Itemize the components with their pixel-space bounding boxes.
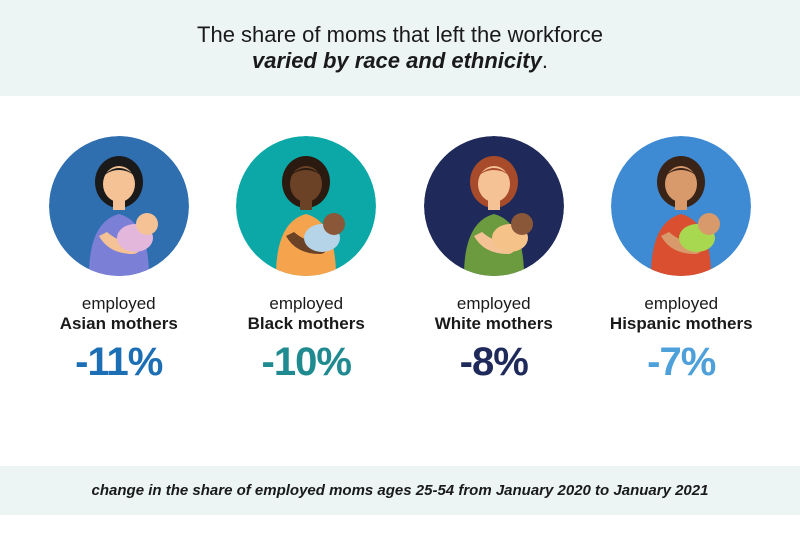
footer-band: change in the share of employed moms age…: [0, 466, 800, 515]
label-group: Asian mothers: [60, 314, 178, 334]
mother-illustration: [49, 136, 189, 276]
percent-change: -7%: [647, 340, 715, 385]
percent-change: -8%: [460, 340, 528, 385]
mother-illustration: [236, 136, 376, 276]
stat-card: employed Hispanic mothers -7%: [593, 136, 771, 385]
label-group: Black mothers: [248, 314, 365, 334]
percent-change: -11%: [75, 340, 162, 385]
label-employed: employed: [82, 294, 156, 314]
header-band: The share of moms that left the workforc…: [0, 0, 800, 96]
label-group: Hispanic mothers: [610, 314, 753, 334]
cards-row: employed Asian mothers -11% employed Bla…: [0, 96, 800, 415]
illustration-circle: [611, 136, 751, 276]
illustration-circle: [49, 136, 189, 276]
stat-card: employed Black mothers -10%: [218, 136, 396, 385]
label-employed: employed: [644, 294, 718, 314]
percent-change: -10%: [262, 340, 351, 385]
footer-text: change in the share of employed moms age…: [40, 482, 760, 499]
illustration-circle: [236, 136, 376, 276]
header-line2-suffix: .: [542, 48, 548, 73]
header-line2-wrap: varied by race and ethnicity.: [40, 48, 760, 74]
mother-illustration: [611, 136, 751, 276]
illustration-circle: [424, 136, 564, 276]
label-employed: employed: [457, 294, 531, 314]
stat-card: employed White mothers -8%: [405, 136, 583, 385]
header-line1: The share of moms that left the workforc…: [40, 22, 760, 48]
header-line2: varied by race and ethnicity: [252, 48, 542, 73]
stat-card: employed Asian mothers -11%: [30, 136, 208, 385]
label-group: White mothers: [435, 314, 553, 334]
mother-illustration: [424, 136, 564, 276]
label-employed: employed: [269, 294, 343, 314]
